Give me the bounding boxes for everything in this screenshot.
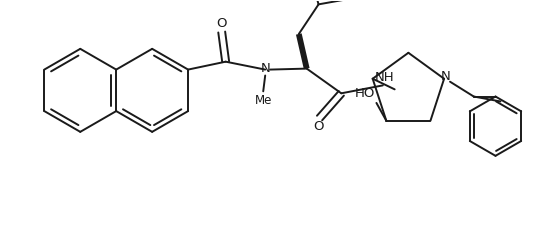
Text: O: O [217, 17, 227, 30]
Text: O: O [313, 120, 324, 134]
Text: NH: NH [375, 71, 394, 84]
Text: Me: Me [255, 94, 272, 107]
Text: HO: HO [354, 87, 375, 99]
Text: N: N [261, 62, 270, 75]
Text: N: N [441, 70, 451, 83]
